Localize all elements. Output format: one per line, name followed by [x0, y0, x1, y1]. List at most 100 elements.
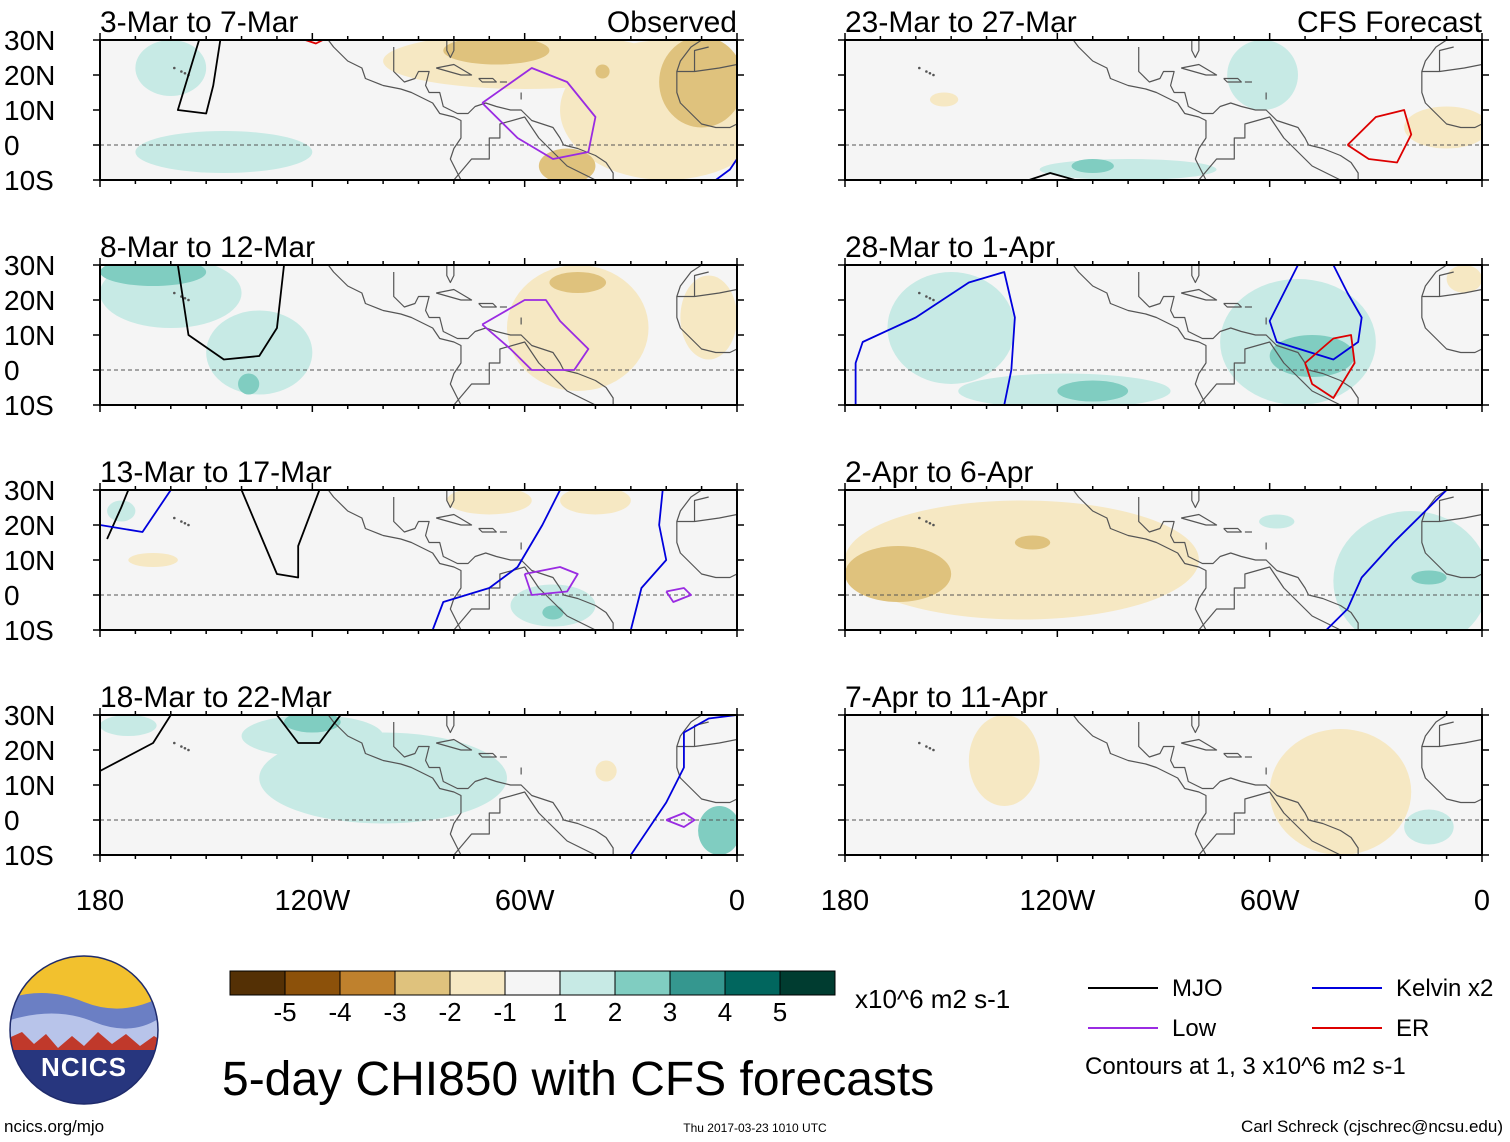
kelvin-contour [100, 490, 172, 533]
coastline [1039, 265, 1207, 405]
colorbar-label: -5 [273, 997, 296, 1027]
lat-label: 30N [4, 700, 55, 731]
lat-label: 10N [4, 770, 55, 801]
coastline [436, 63, 473, 76]
coastline [393, 722, 614, 855]
coastline [294, 40, 462, 180]
colorbar-swatch [559, 970, 616, 996]
anomaly-area [698, 806, 737, 855]
panel-content [100, 40, 737, 180]
anomaly-area [1446, 265, 1482, 293]
island [187, 298, 190, 302]
coastline [453, 341, 596, 405]
lat-label: 10N [4, 320, 55, 351]
island [183, 71, 187, 75]
island [180, 745, 183, 748]
anomaly-area [206, 310, 313, 395]
coastline [1181, 738, 1218, 751]
kelvin-contour [431, 490, 561, 630]
er-contour [1304, 334, 1356, 399]
coastline [1438, 46, 1454, 72]
coastline [1191, 715, 1200, 734]
lat-label: 10N [4, 95, 55, 126]
island [918, 741, 921, 745]
colorbar-label: 2 [608, 997, 622, 1027]
lat-label: 10S [4, 615, 54, 646]
island [932, 73, 935, 77]
panel-title: 13-Mar to 17-Mar [100, 456, 332, 489]
coastline [393, 47, 614, 180]
coastline [478, 302, 497, 308]
coastline [1421, 715, 1482, 804]
coastline [436, 513, 473, 526]
colorbar-label: -1 [493, 997, 516, 1027]
coastline [1181, 63, 1218, 76]
coastline [446, 715, 455, 734]
anomaly-area [135, 40, 207, 96]
low-contour [523, 566, 579, 596]
mjo-contour [106, 490, 130, 540]
colorbar-swatch [779, 970, 836, 996]
coastline [676, 513, 737, 523]
low-contour [665, 587, 692, 603]
coastline [393, 497, 614, 630]
colorbar-label: 3 [663, 997, 677, 1027]
colorbar-label: -3 [383, 997, 406, 1027]
coastline [676, 288, 737, 298]
island [932, 523, 935, 527]
er-contour [1346, 109, 1413, 164]
panel-content [100, 715, 737, 855]
coastline [1181, 288, 1218, 301]
low-contour [481, 299, 590, 371]
coastline [676, 715, 737, 804]
panel-title: 23-Mar to 27-Mar [845, 6, 1077, 39]
low-contour [665, 812, 696, 828]
coastline [1039, 715, 1207, 855]
coastline [1191, 490, 1200, 509]
island [918, 516, 921, 520]
anomaly-area [968, 715, 1040, 806]
legend-label: MJO [1172, 975, 1223, 1002]
lon-label: 0 [1474, 885, 1490, 917]
footer-timestamp: Thu 2017-03-23 1010 UTC [683, 1121, 827, 1135]
main-title: 5-day CHI850 with CFS forecasts [222, 1053, 934, 1106]
kelvin-contour [1325, 490, 1448, 630]
panel-title: 2-Apr to 6-Apr [845, 456, 1033, 489]
coastline [1198, 341, 1341, 405]
footer-site: ncics.org/mjo [4, 1117, 104, 1136]
coastline [453, 116, 596, 180]
coastline [1438, 721, 1454, 747]
coastline [1138, 497, 1359, 630]
coastline [436, 738, 473, 751]
coastline [1421, 513, 1482, 523]
coastline [294, 265, 462, 405]
anomaly-area [284, 715, 341, 733]
island [928, 746, 932, 750]
panel-0: 3-Mar to 7-Mar Observed [93, 6, 744, 187]
coastline [1421, 63, 1482, 73]
island [180, 70, 183, 73]
anomaly-area [680, 275, 737, 360]
island [183, 296, 187, 300]
anomaly-area [595, 760, 617, 782]
lat-label: 20N [4, 60, 55, 91]
coastline [693, 496, 709, 522]
coastline [1421, 265, 1482, 354]
lon-label: 60W [1240, 885, 1300, 917]
coastline [436, 288, 473, 301]
colorbar-swatch [669, 970, 726, 996]
coastline [1223, 77, 1242, 83]
panel-3: 28-Mar to 1-Apr [838, 231, 1489, 412]
coastline [1421, 738, 1482, 748]
lat-label: 30N [4, 25, 55, 56]
anomaly-area [506, 265, 649, 391]
lat-label: 0 [4, 130, 20, 161]
column-label: CFS Forecast [1297, 6, 1483, 39]
anomaly-area [1411, 570, 1447, 585]
lat-label: 0 [4, 580, 20, 611]
anomaly-area [107, 500, 136, 522]
island [925, 520, 928, 523]
colorbar-label: 1 [553, 997, 567, 1027]
coastline [446, 265, 455, 284]
panel-content [845, 40, 1482, 180]
